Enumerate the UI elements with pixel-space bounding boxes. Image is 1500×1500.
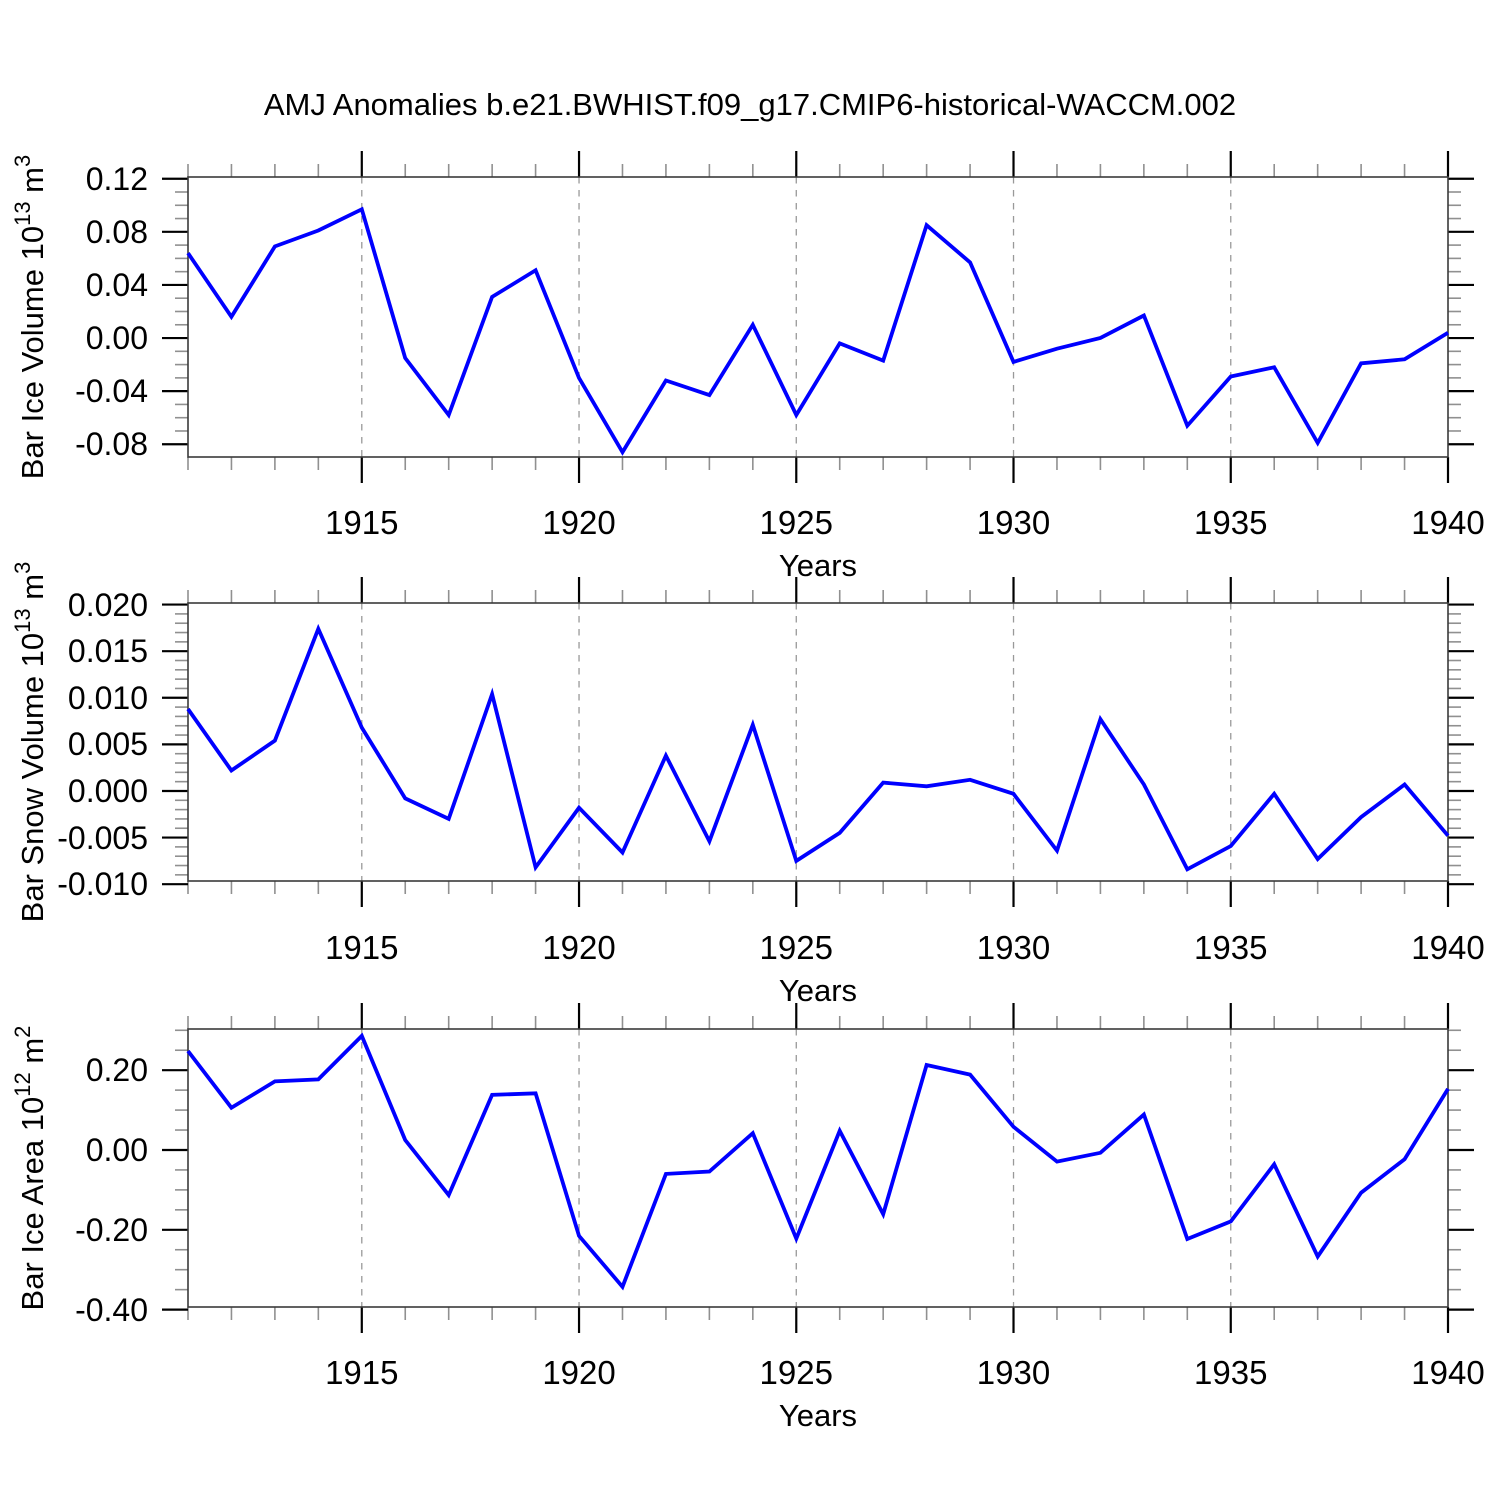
y-tick-label: -0.08: [75, 426, 148, 463]
y-tick-label: 0.04: [85, 266, 148, 303]
y-tick-label: 0.00: [85, 320, 148, 357]
y-tick-label: -0.40: [75, 1291, 148, 1328]
y-axis-title-text: m: [15, 573, 50, 609]
panel-group-ice-area: [162, 1003, 1474, 1333]
y-axis-title-text: m: [15, 167, 50, 202]
x-tick-label: 1940: [1411, 504, 1485, 541]
y-tick-label: -0.005: [57, 819, 148, 856]
x-axis-title: Years: [778, 548, 858, 583]
y-tick-label: 0.20: [85, 1052, 148, 1089]
series-line-ice-area: [186, 1032, 1450, 1291]
y-tick-label: 0.010: [67, 679, 148, 716]
y-tick-label: 0.00: [85, 1131, 148, 1168]
y-axis-title-superscript: 13: [9, 201, 35, 226]
y-axis-title-superscript: 3: [9, 154, 35, 167]
y-axis-title-superscript: 12: [9, 1072, 35, 1097]
x-tick-label: 1935: [1194, 1354, 1268, 1391]
panel-group-snow-volume: [162, 577, 1474, 907]
x-tick-label: 1915: [325, 504, 399, 541]
y-tick-label: 0.000: [67, 772, 148, 809]
x-tick-label: 1915: [325, 1354, 399, 1391]
series-line-snow-volume: [186, 623, 1450, 872]
y-tick-label: 0.08: [85, 213, 148, 250]
x-tick-label: 1920: [542, 1354, 616, 1391]
x-tick-label: 1925: [759, 1354, 833, 1391]
panel-frame: [187, 1028, 1449, 1308]
y-tick-label: 0.005: [67, 726, 148, 763]
x-tick-label: 1930: [976, 504, 1051, 541]
panel-frame: [187, 176, 1449, 458]
panel-frame: [187, 602, 1449, 882]
y-axis-title-superscript: 2: [9, 1025, 35, 1038]
y-axis-title-superscript: 3: [9, 561, 35, 574]
x-tick-label: 1920: [542, 504, 616, 541]
x-tick-label: 1930: [976, 929, 1051, 966]
y-axis-title-ice-area: Bar Ice Area 1012 m2: [10, 888, 51, 1448]
series-line-ice-volume: [186, 206, 1449, 456]
x-tick-label: 1920: [542, 929, 616, 966]
y-tick-label: -0.010: [57, 866, 148, 903]
panel-group-ice-volume: [162, 151, 1474, 483]
y-tick-label: -0.04: [75, 373, 148, 410]
x-tick-label: 1940: [1411, 1354, 1485, 1391]
x-tick-label: 1925: [759, 504, 833, 541]
x-axis-title: Years: [778, 973, 858, 1008]
chart-title: AMJ Anomalies b.e21.BWHIST.f09_g17.CMIP6…: [263, 87, 1237, 122]
x-tick-label: 1935: [1194, 929, 1268, 966]
panel-snow-volume: [188, 603, 1448, 881]
x-tick-label: 1915: [325, 929, 399, 966]
y-axis-title-text: Bar Ice Area 10: [15, 1096, 50, 1311]
x-axis-title: Years: [778, 1398, 858, 1433]
x-tick-label: 1935: [1194, 504, 1268, 541]
x-tick-label: 1940: [1411, 929, 1485, 966]
y-tick-label: 0.015: [67, 633, 148, 670]
y-tick-label: 0.020: [67, 586, 148, 623]
x-tick-label: 1925: [759, 929, 833, 966]
x-tick-label: 1930: [976, 1354, 1051, 1391]
y-tick-label: -0.20: [75, 1211, 148, 1248]
y-axis-title-text: m: [15, 1037, 50, 1073]
y-axis-title-text: Bar Ice Volume 10: [15, 225, 50, 480]
y-tick-label: 0.12: [85, 160, 148, 197]
panel-ice-area: [188, 1029, 1448, 1307]
y-axis-title-text: Bar Snow Volume 10: [15, 632, 50, 923]
panel-ice-volume: [188, 177, 1448, 457]
y-axis-title-superscript: 13: [9, 608, 35, 633]
